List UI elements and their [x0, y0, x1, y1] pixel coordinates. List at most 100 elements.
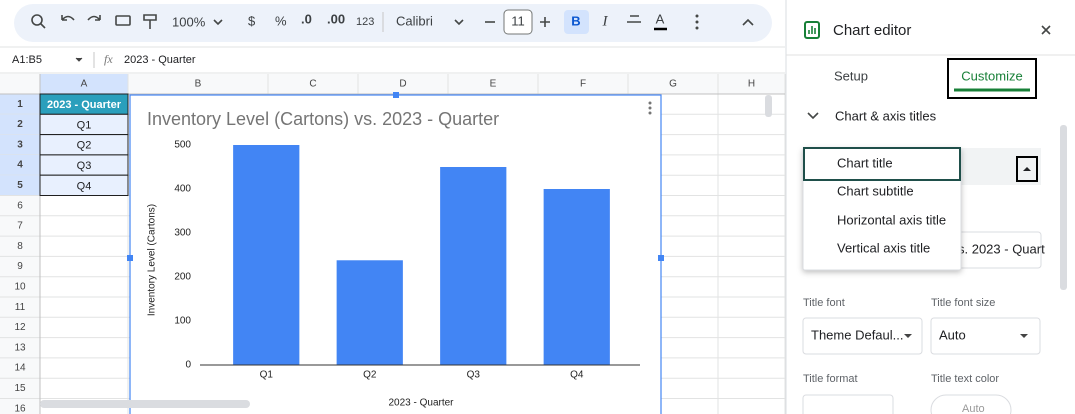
select-arrow — [904, 334, 912, 338]
menu-option[interactable]: Chart subtitle — [837, 183, 914, 198]
font-value[interactable]: Theme Defaul... — [811, 327, 904, 342]
strikethrough-button[interactable] — [627, 15, 641, 23]
field-label: Title format — [803, 373, 858, 385]
setup-tab[interactable]: Setup — [834, 68, 868, 83]
editor-scrollbar[interactable] — [1060, 125, 1067, 290]
row-header: 7 — [17, 221, 23, 232]
cell-text: Q4 — [77, 180, 92, 192]
section-title[interactable]: Chart & axis titles — [835, 108, 937, 123]
row-header: 4 — [17, 160, 23, 171]
vertical-scrollbar[interactable] — [765, 95, 772, 117]
cell-text: Q1 — [77, 119, 92, 131]
resize-handle[interactable] — [127, 255, 133, 261]
color-select[interactable] — [930, 394, 1012, 414]
column-header: G — [669, 79, 677, 90]
y-tick-label: 400 — [174, 184, 191, 195]
redo-icon[interactable] — [87, 15, 101, 21]
resize-handle[interactable] — [658, 255, 664, 261]
row-header: 10 — [14, 281, 26, 292]
font-select[interactable]: Calibri — [396, 13, 433, 28]
y-tick-label: 100 — [174, 316, 191, 327]
font-size-value[interactable]: Auto — [939, 327, 966, 342]
bold-active — [564, 10, 589, 34]
bold-button[interactable]: B — [571, 13, 580, 28]
font-size-select[interactable] — [930, 317, 1041, 355]
column-header-bar — [0, 74, 785, 94]
search-icon[interactable] — [31, 14, 46, 29]
highlight-box — [947, 58, 1037, 99]
font-size-increase[interactable] — [540, 17, 550, 27]
fx-label: fx — [104, 52, 113, 66]
selected-row-header — [0, 114, 40, 135]
section-chevron[interactable] — [807, 112, 819, 120]
customize-tab[interactable]: Customize — [961, 68, 1022, 83]
y-tick-label: 0 — [185, 360, 191, 371]
more-button[interactable] — [695, 14, 699, 30]
field-label: Title text color — [931, 373, 999, 385]
row-header: 5 — [17, 180, 23, 191]
collapse-button[interactable] — [742, 18, 754, 26]
font-size-box[interactable] — [503, 9, 533, 35]
menu-option[interactable]: Horizontal axis title — [837, 212, 946, 227]
increase-decimals[interactable]: .00 — [327, 11, 345, 26]
dropdown-arrow — [213, 19, 223, 26]
row-header: 13 — [14, 342, 26, 353]
y-tick-label: 500 — [174, 140, 191, 151]
undo-icon[interactable] — [61, 15, 75, 21]
number-format[interactable]: 123 — [356, 16, 374, 28]
column-header: C — [309, 79, 316, 90]
column-header: B — [195, 79, 202, 90]
print-icon[interactable] — [115, 15, 131, 26]
menu-option[interactable]: Vertical axis title — [837, 240, 930, 255]
select-arrow — [1023, 167, 1031, 171]
cell-text: Q2 — [77, 140, 92, 152]
formula-content[interactable]: 2023 - Quarter — [124, 54, 196, 66]
font-select[interactable] — [802, 317, 923, 355]
chart-title: Inventory Level (Cartons) vs. 2023 - Qua… — [147, 109, 499, 129]
decrease-decimals[interactable]: .0 — [301, 11, 312, 26]
selected-row-header — [0, 134, 40, 155]
menu-option[interactable]: Chart title — [837, 155, 893, 170]
zoom[interactable]: 100% — [172, 14, 206, 29]
chart-menu[interactable] — [648, 101, 652, 115]
bar — [440, 167, 507, 365]
row-header: 14 — [14, 363, 26, 374]
y-tick-label: 200 — [174, 272, 191, 283]
horizontal-scrollbar[interactable] — [40, 400, 250, 408]
format-buttons[interactable] — [802, 394, 894, 414]
x-tick-label: Q2 — [363, 370, 377, 381]
font-size[interactable]: 11 — [511, 13, 525, 28]
selected-row-header — [0, 175, 40, 196]
row-header: 15 — [14, 383, 26, 394]
resize-handle[interactable] — [393, 92, 399, 98]
x-tick-label: Q4 — [570, 370, 584, 381]
field-label: Title font — [803, 297, 845, 309]
column-header: F — [580, 79, 586, 90]
name-box[interactable]: A1:B5 — [12, 54, 42, 66]
text-color-button[interactable]: A — [656, 11, 665, 26]
dropdown-arrow — [454, 19, 464, 26]
color-value[interactable]: Auto — [962, 403, 985, 414]
percent-button[interactable]: % — [275, 13, 287, 28]
highlight-box — [1016, 156, 1038, 182]
selected-row-header — [0, 94, 40, 115]
row-header: 16 — [14, 403, 26, 414]
row-header: 9 — [17, 261, 23, 272]
currency-button[interactable]: $ — [248, 13, 256, 28]
x-axis-title: 2023 - Quarter — [388, 398, 454, 409]
row-header: 11 — [15, 302, 26, 313]
bar — [336, 260, 403, 365]
row-header: 6 — [17, 200, 23, 211]
bar — [543, 189, 610, 365]
selected-column-header — [40, 74, 128, 94]
bar — [233, 145, 300, 365]
title-text[interactable]: s. 2023 - Quart — [958, 241, 1045, 256]
close-button[interactable] — [1041, 25, 1051, 35]
row-header: 2 — [17, 119, 23, 130]
x-tick-label: Q3 — [467, 370, 481, 381]
paint-format-icon[interactable] — [143, 14, 157, 29]
row-header: 8 — [17, 241, 23, 252]
x-tick-label: Q1 — [260, 370, 274, 381]
italic-button[interactable]: I — [602, 13, 609, 29]
